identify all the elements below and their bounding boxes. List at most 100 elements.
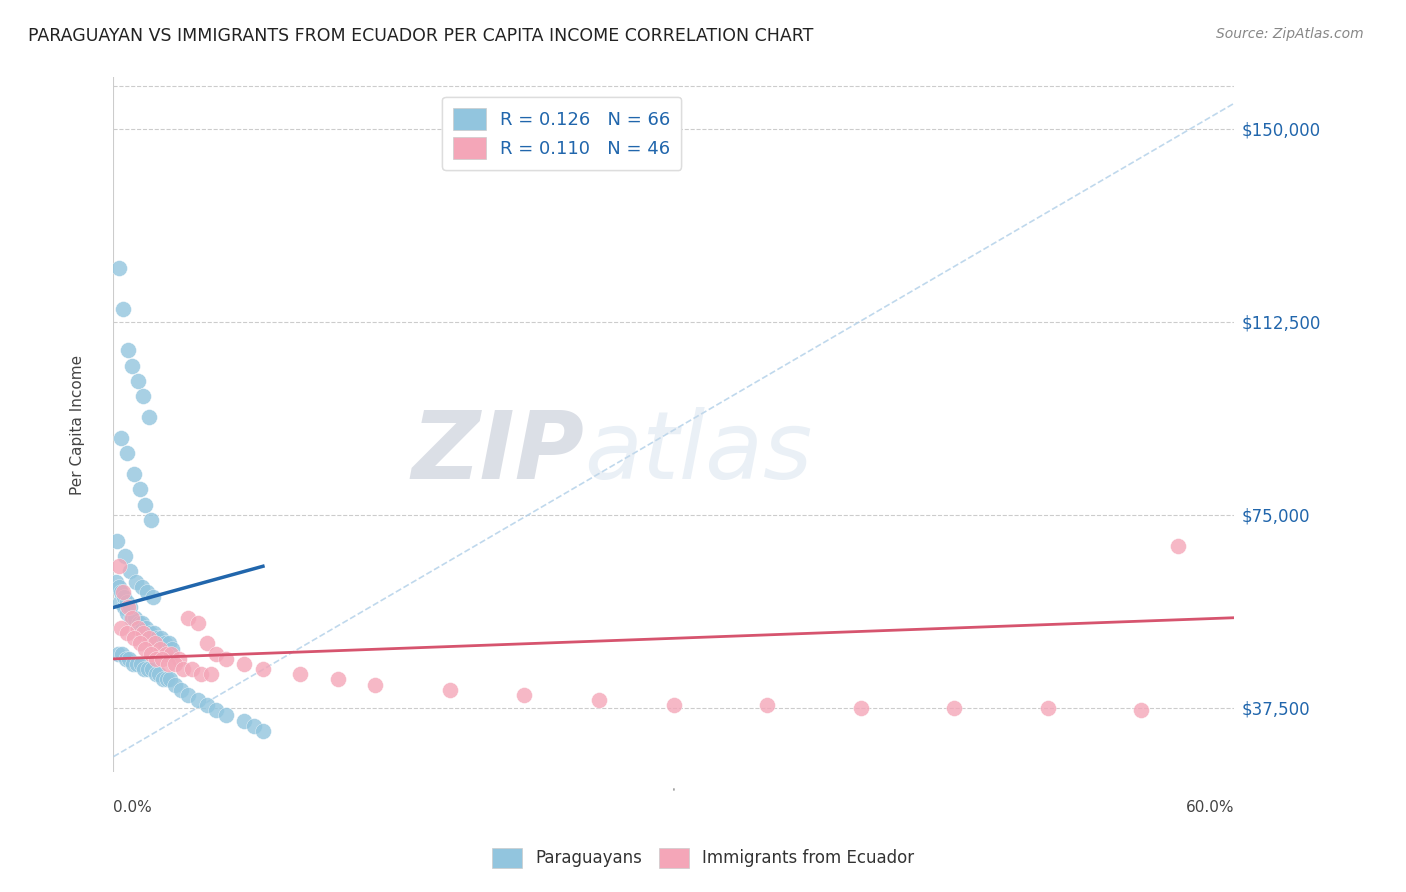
Point: [513, 688, 536, 702]
Legend: R = 0.126   N = 66, R = 0.110   N = 46: R = 0.126 N = 66, R = 0.110 N = 46: [443, 97, 682, 169]
Point: [134, 662, 156, 676]
Point: [127, 621, 149, 635]
Point: [153, 636, 176, 650]
Text: atlas: atlas: [585, 407, 813, 498]
Point: [157, 636, 180, 650]
Point: [200, 667, 222, 681]
Point: [122, 632, 145, 646]
Point: [111, 585, 134, 599]
Point: [112, 600, 135, 615]
Point: [110, 431, 132, 445]
Point: [156, 673, 179, 687]
Point: [252, 662, 274, 676]
Point: [756, 698, 779, 713]
Point: [141, 662, 163, 676]
Point: [187, 615, 209, 630]
Point: [111, 301, 134, 316]
Point: [1167, 539, 1189, 553]
Point: [136, 585, 159, 599]
Point: [132, 626, 155, 640]
Point: [155, 647, 177, 661]
Point: [205, 703, 228, 717]
Point: [108, 595, 131, 609]
Point: [233, 714, 256, 728]
Point: [214, 652, 236, 666]
Point: [145, 667, 167, 681]
Point: [134, 498, 156, 512]
Point: [588, 693, 610, 707]
Point: [115, 446, 138, 460]
Point: [107, 580, 129, 594]
Point: [128, 482, 150, 496]
Point: [139, 626, 162, 640]
Point: [127, 374, 149, 388]
Point: [108, 559, 131, 574]
Point: [145, 652, 167, 666]
Point: [195, 698, 218, 713]
Point: [252, 723, 274, 738]
Point: [1130, 703, 1153, 717]
Point: [132, 389, 155, 403]
Point: [143, 636, 166, 650]
Point: [177, 611, 200, 625]
Point: [195, 636, 218, 650]
Point: [156, 657, 179, 671]
Legend: Paraguayans, Immigrants from Ecuador: Paraguayans, Immigrants from Ecuador: [485, 841, 921, 875]
Point: [117, 343, 139, 358]
Point: [290, 667, 312, 681]
Point: [162, 641, 184, 656]
Point: [114, 549, 136, 563]
Text: Source: ZipAtlas.com: Source: ZipAtlas.com: [1216, 27, 1364, 41]
Point: [149, 641, 172, 656]
Point: [107, 647, 129, 661]
Point: [849, 700, 872, 714]
Point: [242, 719, 264, 733]
Point: [160, 647, 183, 661]
Point: [1036, 700, 1059, 714]
Point: [117, 600, 139, 615]
Text: ZIP: ZIP: [412, 407, 585, 499]
Point: [121, 611, 143, 625]
Point: [118, 600, 141, 615]
Point: [170, 682, 193, 697]
Point: [121, 359, 143, 373]
Point: [150, 652, 173, 666]
Point: [205, 647, 228, 661]
Point: [105, 574, 128, 589]
Point: [165, 657, 187, 671]
Point: [131, 615, 153, 630]
Point: [108, 260, 131, 275]
Point: [122, 467, 145, 481]
Point: [125, 574, 148, 589]
Text: Per Capita Income: Per Capita Income: [70, 355, 86, 495]
Point: [111, 647, 134, 661]
Point: [124, 611, 146, 625]
Point: [128, 615, 150, 630]
Point: [326, 673, 349, 687]
Point: [110, 585, 132, 599]
Point: [214, 708, 236, 723]
Point: [122, 657, 145, 671]
Point: [131, 580, 153, 594]
Point: [125, 657, 148, 671]
Point: [118, 652, 141, 666]
Point: [181, 662, 204, 676]
Point: [662, 698, 685, 713]
Point: [120, 565, 142, 579]
Point: [135, 621, 157, 635]
Point: [139, 647, 162, 661]
Point: [136, 662, 159, 676]
Point: [134, 641, 156, 656]
Point: [233, 657, 256, 671]
Point: [177, 688, 200, 702]
Point: [167, 652, 190, 666]
Point: [105, 533, 128, 548]
Point: [146, 632, 169, 646]
Point: [439, 682, 461, 697]
Point: [115, 595, 138, 609]
Point: [187, 693, 209, 707]
Point: [138, 632, 160, 646]
Point: [128, 636, 150, 650]
Point: [172, 662, 194, 676]
Point: [120, 611, 142, 625]
